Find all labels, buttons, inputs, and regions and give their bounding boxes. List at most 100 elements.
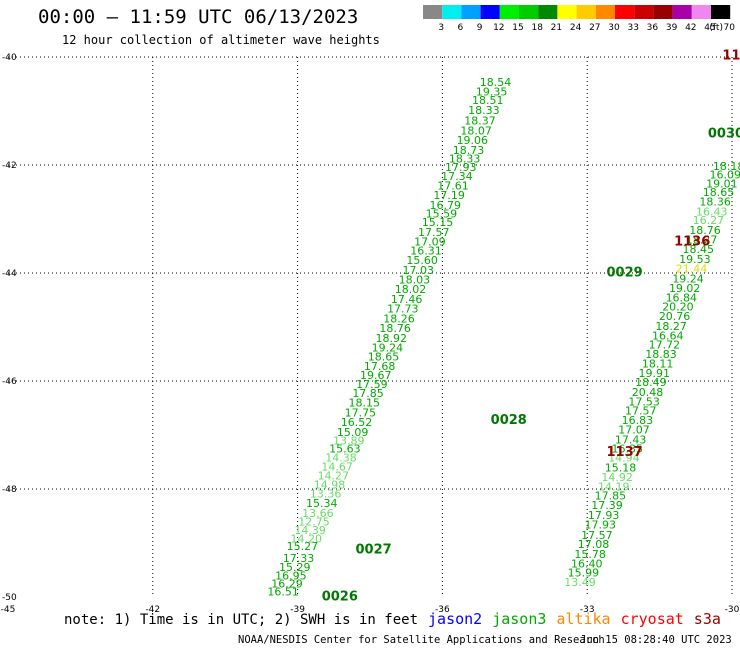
swh-value: 19.02	[669, 282, 701, 295]
swh-value: 16.35	[612, 443, 644, 456]
legend-swatch	[691, 5, 711, 19]
satellite-jason2: jason2	[428, 610, 483, 628]
swh-value: 17.59	[356, 378, 388, 391]
swh-value: 18.92	[375, 332, 407, 345]
generated-timestamp: Jun 15 08:28:40 UTC 2023	[580, 634, 732, 646]
swh-value: 17.73	[387, 303, 419, 316]
swh-value: 18.07	[460, 124, 492, 137]
legend-swatch	[423, 5, 443, 19]
footer-note: note: 1) Time is in UTC; 2) SWH is in fe…	[64, 610, 721, 628]
swh-value: 13.36	[310, 487, 342, 500]
swh-points: 16.5116.2916.9515.2917.3315.2714.2014.39…	[267, 76, 740, 599]
swh-value: 18.27	[686, 234, 718, 247]
swh-value: 20.76	[659, 310, 691, 323]
swh-value: 21.44	[676, 263, 708, 276]
swh-value: 14.92	[601, 471, 633, 484]
legend-label: 6	[458, 23, 464, 33]
swh-value: 17.68	[364, 360, 396, 373]
swh-value: 13.89	[333, 434, 365, 447]
swh-value: 19.91	[639, 367, 671, 380]
swh-value: 15.99	[568, 567, 600, 580]
swh-value: 17.75	[345, 406, 377, 419]
swh-value: 14.94	[608, 452, 640, 465]
swh-value: 15.60	[406, 254, 438, 267]
swh-value: 17.85	[595, 489, 627, 502]
swh-value: 17.53	[628, 396, 660, 409]
legend-swatch	[634, 5, 654, 19]
swh-value: 16.84	[666, 291, 698, 304]
swh-value: 17.61	[437, 180, 469, 193]
swh-value: 18.27	[655, 320, 687, 333]
pass-label: 0030	[708, 127, 740, 142]
color-legend: 3 6 9 12 15 18 21 24 27 30 33 36 39 42 45 70(ft)	[423, 5, 735, 33]
legend-swatch	[711, 5, 731, 19]
swh-value: 17.46	[391, 293, 423, 306]
note-text: note: 1) Time is in UTC; 2) SWH is in fe…	[64, 612, 419, 628]
legend-label: 24	[570, 23, 582, 33]
swh-value: 17.57	[581, 529, 613, 542]
legend-unit: (ft)	[709, 23, 723, 33]
legend-swatch	[519, 5, 539, 19]
pass-label: 0028	[491, 413, 527, 428]
swh-value: 16.52	[341, 416, 373, 429]
swh-value: 18.76	[689, 224, 721, 237]
y-tick-label: -46	[2, 377, 17, 387]
swh-value: 16.79	[430, 199, 462, 212]
x-tick-label: -39	[290, 605, 305, 615]
satellite-altika: altika	[556, 610, 611, 628]
swh-value: 16.31	[410, 244, 442, 257]
swh-value: 14.67	[321, 460, 353, 473]
swh-value: 18.65	[703, 186, 735, 199]
legend-label: 30	[608, 23, 620, 33]
legend-swatch	[595, 5, 615, 19]
swh-value: 18.36	[699, 196, 731, 209]
satellite-s3a: s3a	[693, 610, 721, 628]
swh-value: 15.63	[329, 443, 361, 456]
swh-value: 15.09	[337, 426, 369, 439]
swh-value: 17.57	[625, 405, 657, 418]
swh-value: 16.95	[275, 569, 307, 582]
legend-label: 12	[493, 23, 504, 33]
swh-value: 17.72	[649, 338, 681, 351]
legend-swatch	[672, 5, 692, 19]
swh-value: 18.02	[395, 283, 427, 296]
pass-labels: 0026 0027 0028 0029 0030 1136 1137 11	[322, 48, 740, 604]
swh-value: 18.33	[449, 153, 481, 166]
swh-value: 15.27	[287, 540, 319, 553]
y-tick-label: -42	[2, 161, 17, 171]
legend-swatch	[442, 5, 462, 19]
swh-value: 18.37	[464, 115, 496, 128]
x-tick-label: -42	[145, 605, 160, 615]
legend-swatch	[653, 5, 673, 19]
swh-value: 16.64	[652, 330, 684, 343]
swh-value: 16.51	[267, 586, 299, 599]
swh-value: 17.03	[403, 264, 435, 277]
swh-value: 18.83	[645, 348, 677, 361]
legend-swatch	[538, 5, 558, 19]
swh-value: 16.83	[622, 414, 654, 427]
swh-value: 17.39	[591, 499, 623, 512]
pass-label: 0029	[607, 265, 643, 280]
swh-value: 14.39	[294, 524, 326, 537]
legend-label: 15	[512, 23, 523, 33]
legend-swatch	[615, 5, 635, 19]
swh-value: 19.67	[360, 369, 392, 382]
swh-value: 17.93	[584, 519, 616, 532]
pass-label: 1137	[607, 445, 643, 460]
swh-value: 19.06	[457, 134, 489, 147]
legend-swatch	[461, 5, 481, 19]
pass-label: 1136	[674, 235, 710, 250]
swh-value: 18.76	[379, 322, 411, 335]
swh-value: 17.93	[445, 161, 477, 174]
swh-value: 18.18	[713, 160, 740, 173]
swh-value: 14.20	[291, 533, 323, 546]
legend-swatch	[480, 5, 500, 19]
swh-value: 17.43	[615, 433, 647, 446]
swh-value: 17.08	[578, 538, 610, 551]
swh-value: 14.98	[314, 479, 346, 492]
swh-value: 18.51	[472, 94, 504, 107]
swh-value: 14.38	[325, 452, 357, 465]
swh-value: 19.01	[706, 177, 738, 190]
swh-value: 18.15	[348, 397, 380, 410]
